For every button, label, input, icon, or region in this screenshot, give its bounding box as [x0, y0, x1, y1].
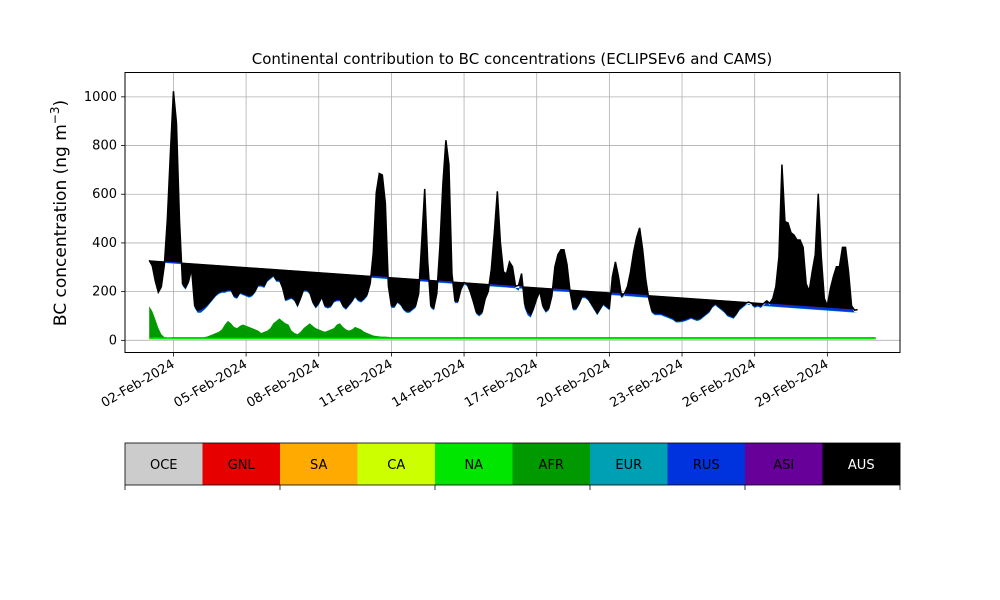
plot-grid	[125, 72, 900, 353]
colorbar-label-rus: RUS	[693, 458, 720, 473]
colorbar-label-asi: ASI	[773, 458, 794, 473]
chart-title: Continental contribution to BC concentra…	[252, 50, 773, 68]
region-colorbar: OCE GNL SA CA NA AFR EUR RUS ASI AUS	[124, 442, 901, 490]
stacked-areas	[149, 91, 876, 341]
y-tick-label: 400	[92, 236, 117, 251]
y-axis-label-main: BC concentration (ng m	[51, 124, 71, 326]
colorbar-label-afr: AFR	[539, 458, 564, 473]
colorbar-swatch-rus	[667, 443, 746, 485]
colorbar-swatch-gnl	[202, 443, 281, 485]
y-axis-label-exponent: −3	[48, 106, 62, 124]
colorbar-swatch-asi	[745, 443, 823, 485]
y-tick-label: 600	[92, 187, 117, 202]
y-axis-label: BC concentration (ng m−3)	[48, 100, 71, 326]
colorbar-swatch-afr	[512, 443, 591, 485]
y-tick-label: 200	[92, 285, 117, 300]
colorbar-label-eur: EUR	[615, 458, 642, 473]
y-tick-label: 1000	[84, 90, 117, 105]
area-aus	[149, 91, 858, 321]
colorbar-swatch-ca	[357, 443, 436, 485]
y-axis-ticks: 0 200 400 600 800 1000	[84, 90, 125, 348]
colorbar-label-aus: AUS	[848, 458, 875, 473]
total-line	[148, 91, 858, 322]
plot-frame	[124, 72, 901, 353]
area-na	[149, 337, 876, 340]
y-axis-label-close: )	[51, 100, 71, 107]
colorbar-swatch-oce	[125, 443, 203, 485]
colorbar-swatch-na	[435, 443, 513, 485]
colorbar-label-gnl: GNL	[228, 458, 256, 473]
area-afr	[149, 306, 876, 339]
colorbar-frame	[124, 442, 901, 486]
y-tick-label: 800	[92, 139, 117, 154]
colorbar-label-sa: SA	[310, 458, 327, 473]
y-tick-label: 0	[109, 333, 117, 348]
colorbar-swatch-sa	[280, 443, 358, 485]
colorbar-label-ca: CA	[387, 458, 405, 473]
colorbar-swatch-aus	[822, 443, 901, 485]
area-ca	[149, 338, 876, 340]
colorbar-label-oce: OCE	[150, 458, 178, 473]
colorbar-swatch-eur	[590, 443, 668, 485]
colorbar-label-na: NA	[464, 458, 483, 473]
